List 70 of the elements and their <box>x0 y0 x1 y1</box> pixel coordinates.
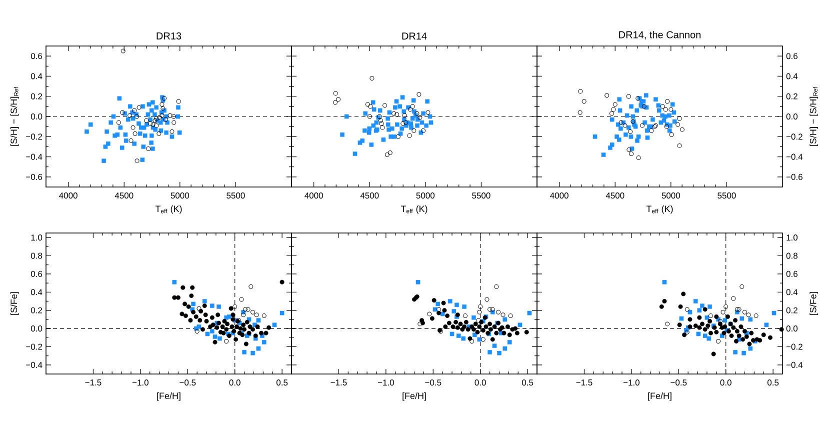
chart-title: DR14 <box>402 32 427 40</box>
x-tick-label: −1.5 <box>85 380 102 386</box>
x-tick-label: 4500 <box>360 192 379 199</box>
y-tick-label: 0.2 <box>786 307 798 314</box>
y-tick-label: −0.4 <box>786 362 803 368</box>
x-axis-title: T$_{eff}$ (K) <box>646 205 673 214</box>
y-tick-label: 1.0 <box>31 234 42 241</box>
y-tick-label: 0.6 <box>30 53 42 60</box>
y-tick-label: 0.6 <box>786 270 798 277</box>
x-axis-title: [Fe/H] <box>648 392 672 401</box>
x-tick-label: 0.5 <box>276 380 288 386</box>
x-tick-label: 5000 <box>170 192 190 199</box>
x-tick-label: 5500 <box>718 192 736 199</box>
x-tick-label: 5000 <box>662 192 680 199</box>
x-tick-label: 5500 <box>472 192 490 199</box>
x-tick-label: 4500 <box>114 192 134 199</box>
y-tick-label: 0.4 <box>30 73 42 80</box>
x-tick-label: 0.0 <box>720 380 732 386</box>
x-tick-label: −1.5 <box>330 380 347 386</box>
x-tick-label: −0.5 <box>670 380 687 386</box>
x-tick-label: 0.0 <box>229 380 240 386</box>
y-tick-label: 0.4 <box>30 289 42 296</box>
y-axis-title: [S/H] − [S/H]$_{Ref}$ <box>810 86 818 146</box>
y-tick-label: −0.4 <box>786 154 803 160</box>
x-tick-label: −1.0 <box>623 380 640 386</box>
x-tick-label: 5500 <box>226 192 245 199</box>
y-tick-label: −0.2 <box>786 134 802 140</box>
y-tick-label: 0.6 <box>30 270 42 277</box>
x-axis-title: T$_{eff}$ (K) <box>400 205 428 214</box>
x-tick-label: 0.5 <box>522 380 534 386</box>
y-tick-label: 0.8 <box>30 252 42 259</box>
y-tick-label: 0.6 <box>786 53 798 60</box>
x-tick-label: 5000 <box>416 192 435 199</box>
x-axis-title: [Fe/H] <box>402 392 426 401</box>
y-axis-title: [S/Fe] <box>810 292 818 315</box>
y-tick-label: 0.2 <box>30 93 42 100</box>
x-tick-label: 4000 <box>59 192 78 199</box>
x-axis-title: [Fe/H] <box>157 392 180 401</box>
y-tick-label: 0.0 <box>30 114 42 120</box>
x-tick-label: −0.5 <box>180 380 196 386</box>
y-tick-label: 0.0 <box>30 326 42 332</box>
x-tick-label: −1.5 <box>576 380 592 386</box>
x-tick-label: 0.0 <box>474 380 486 386</box>
y-tick-label: −0.2 <box>786 344 802 350</box>
y-tick-label: −0.2 <box>26 344 42 350</box>
y-tick-label: −0.2 <box>26 134 42 140</box>
y-tick-label: 0.0 <box>786 326 798 332</box>
y-tick-label: −0.4 <box>26 154 42 160</box>
x-tick-label: 4000 <box>550 192 568 199</box>
x-tick-label: 0.5 <box>767 380 779 386</box>
y-tick-label: −0.6 <box>786 174 802 180</box>
x-tick-label: −1.0 <box>378 380 394 386</box>
y-axis-title: [S/H] − [S/H]$_{Ref}$ <box>10 86 19 146</box>
x-axis-title: T$_{eff}$ (K) <box>155 205 182 214</box>
y-tick-label: −0.4 <box>26 362 42 368</box>
y-tick-label: −0.6 <box>26 174 42 180</box>
y-tick-label: 0.4 <box>786 289 798 296</box>
y-tick-label: 0.0 <box>786 114 798 120</box>
x-tick-label: −0.5 <box>425 380 442 386</box>
y-tick-label: 0.2 <box>30 307 42 314</box>
y-axis-title: [S/Fe] <box>10 292 19 315</box>
y-tick-label: 0.4 <box>786 73 798 80</box>
x-tick-label: 4000 <box>304 192 323 199</box>
x-tick-label: 4500 <box>606 192 624 199</box>
chart-title: DR14, the Cannon <box>619 30 700 40</box>
y-tick-label: 0.2 <box>786 93 798 100</box>
y-tick-label: 1.0 <box>786 234 798 241</box>
x-tick-label: −1.0 <box>132 380 148 386</box>
chart-title: DR13 <box>156 32 182 40</box>
y-tick-label: 0.8 <box>786 252 798 259</box>
